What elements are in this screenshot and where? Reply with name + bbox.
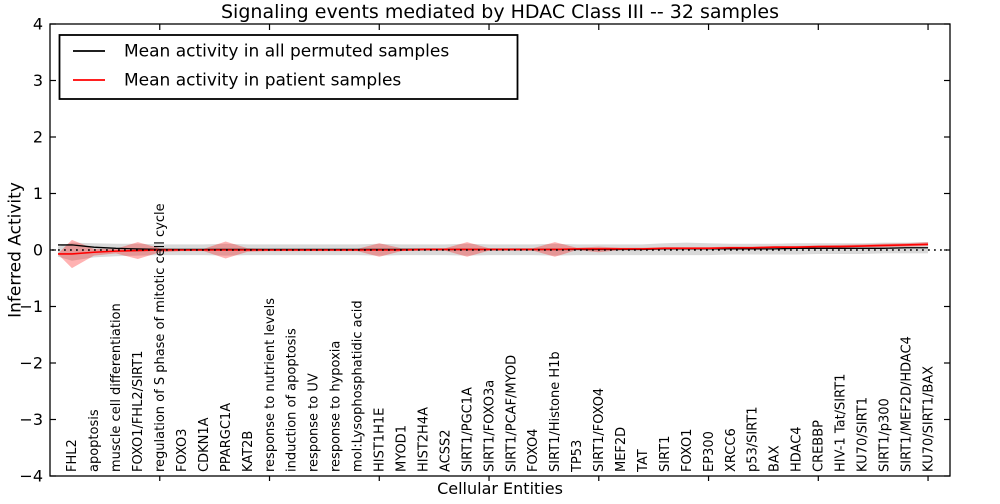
- legend-patient-label: Mean activity in patient samples: [124, 71, 401, 91]
- y-tick-label: 0: [33, 241, 43, 260]
- legend-permuted-label: Mean activity in all permuted samples: [124, 42, 449, 62]
- x-category-label: FOXO1/FHL2/SIRT1: [131, 351, 146, 472]
- x-category-label: response to hypoxia: [329, 341, 344, 472]
- x-category-label: mol:Lysophosphatidic acid: [351, 300, 366, 472]
- x-category-label: response to UV: [307, 373, 322, 472]
- x-category-label: induction of apoptosis: [285, 328, 300, 472]
- x-category-label: regulation of S phase of mitotic cell cy…: [153, 203, 168, 472]
- x-category-label: SIRT1/FOXO4: [592, 388, 607, 472]
- x-category-label: MYOD1: [395, 425, 410, 472]
- x-category-label: XRCC6: [724, 428, 739, 472]
- x-category-label: SIRT1/MEF2D/HDAC4: [899, 336, 914, 472]
- x-category-label: ACSS2: [438, 429, 453, 472]
- chart-title: Signaling events mediated by HDAC Class …: [221, 1, 779, 23]
- x-category-label: apoptosis: [87, 409, 102, 472]
- patient-samples-range-band: [58, 239, 929, 269]
- x-category-label: muscle cell differentiation: [109, 303, 124, 472]
- y-tick-label: 3: [33, 71, 43, 90]
- x-category-label: TAT: [636, 449, 651, 473]
- y-tick-label: 4: [33, 15, 43, 34]
- x-category-label: FOXO1: [680, 429, 695, 472]
- x-category-label: HIST1H1E: [373, 408, 388, 472]
- x-category-label: KU70/SIRT1: [855, 397, 870, 472]
- x-axis-label: Cellular Entities: [437, 479, 563, 498]
- legend-box: [58, 34, 519, 100]
- y-tick-label: −3: [19, 410, 43, 429]
- x-category-label: SIRT1/PCAF/MYOD: [504, 355, 519, 472]
- plot-content: 4 3 2 1 0 −1 −2 −3 −4 FHL2 apoptosis muscle cell di…: [19, 15, 950, 486]
- x-category-label: CREBBP: [812, 420, 827, 472]
- x-category-label: SIRT1/PGC1A: [460, 387, 475, 472]
- y-tick-label: 2: [33, 128, 43, 147]
- y-tick-label: −4: [19, 467, 43, 486]
- y-axis-label: Inferred Activity: [6, 182, 26, 318]
- plot-frame: [49, 23, 951, 477]
- x-category-label: HIST2H4A: [416, 407, 431, 472]
- x-category-label: SIRT1: [658, 436, 673, 472]
- x-category-label: p53/SIRT1: [746, 406, 761, 472]
- x-category-label: SIRT1/FOXO3a: [482, 380, 497, 472]
- y-tick-label: −2: [19, 354, 43, 373]
- y-tick-label: −1: [19, 297, 43, 316]
- x-category-label: SIRT1/p300: [877, 398, 892, 472]
- x-category-label: KAT2B: [241, 431, 256, 472]
- legend: Mean activity in all permuted samples Me…: [58, 34, 519, 100]
- x-category-label: FOXO3: [175, 429, 190, 472]
- x-category-label: HIV-1 Tat/SIRT1: [834, 374, 849, 472]
- x-category-label: response to nutrient levels: [263, 298, 278, 472]
- x-category-label: HDAC4: [790, 426, 805, 472]
- x-category-label: CDKN1A: [197, 417, 212, 472]
- x-category-label: FOXO4: [526, 429, 541, 472]
- x-category-label: PPARGC1A: [219, 403, 234, 472]
- x-category-label: MEF2D: [614, 427, 629, 472]
- x-category-label: BAX: [768, 445, 783, 472]
- x-category-label: EP300: [702, 431, 717, 472]
- permuted-samples-range-band: [58, 242, 929, 261]
- x-category-label: TP53: [570, 440, 585, 473]
- x-category-label: SIRT1/Histone H1b: [548, 351, 563, 472]
- y-tick-label: 1: [33, 184, 43, 203]
- x-category-label: KU70/SIRT1/BAX: [921, 366, 936, 472]
- x-category-label: FHL2: [65, 439, 80, 472]
